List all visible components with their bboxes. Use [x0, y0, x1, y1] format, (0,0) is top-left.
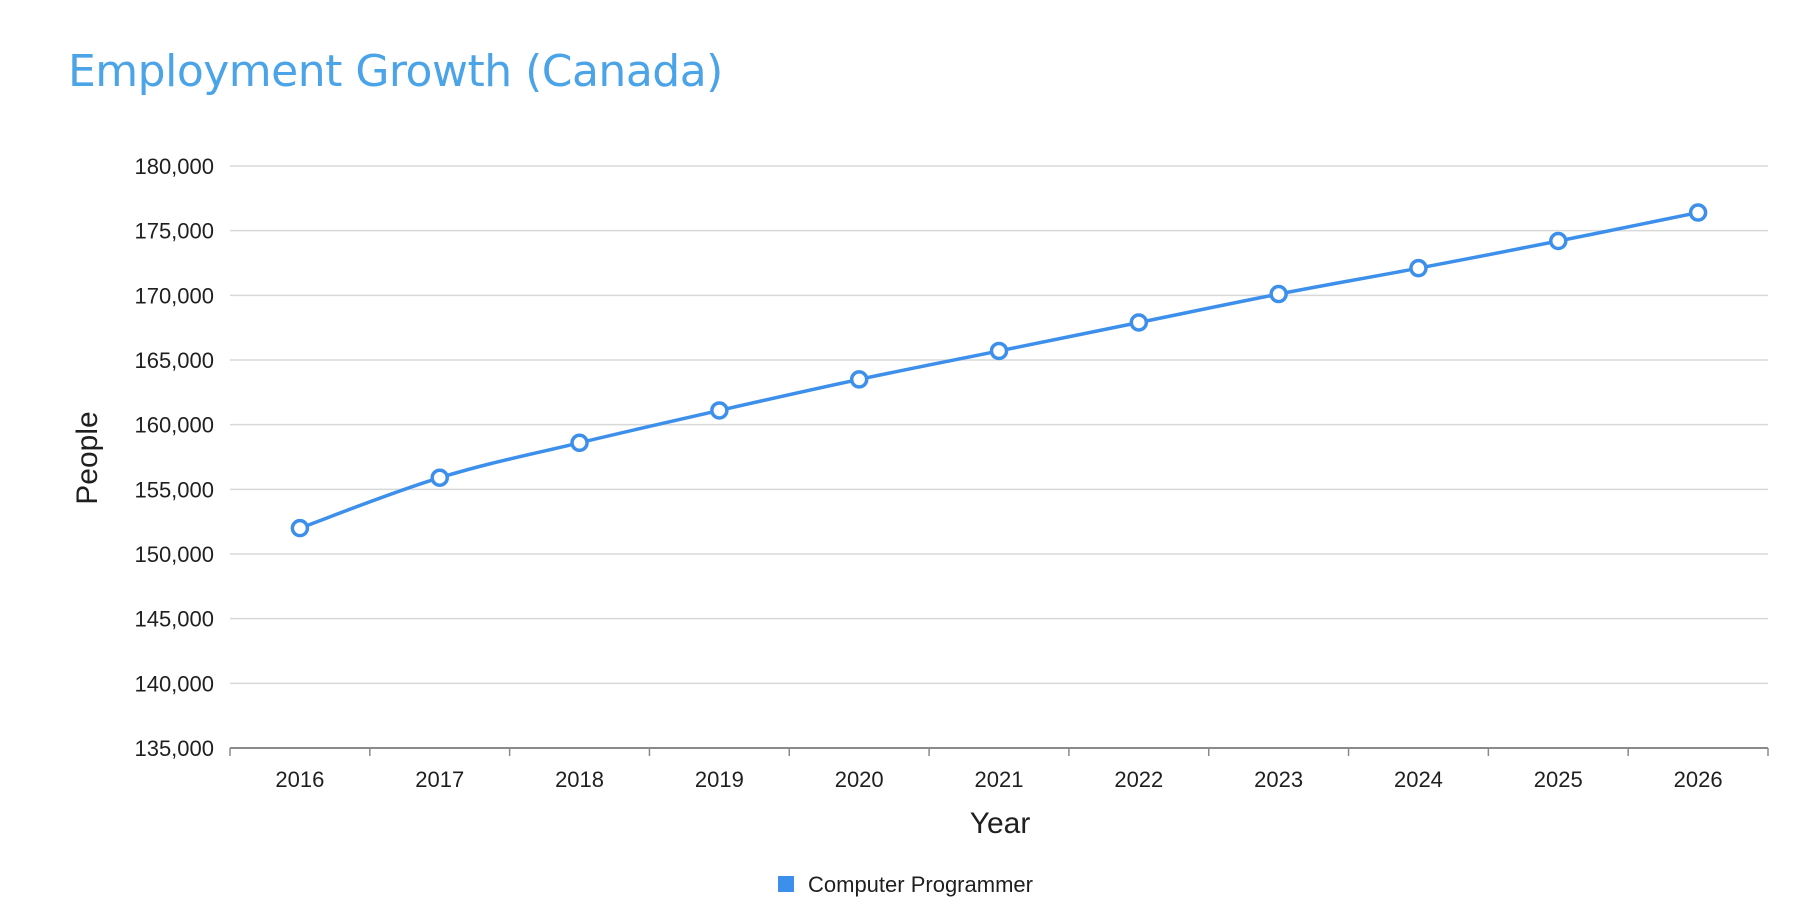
data-point — [570, 433, 589, 453]
legend: Computer Programmer — [778, 872, 1033, 897]
x-tick-label: 2024 — [1394, 767, 1443, 792]
x-tick-label: 2017 — [415, 767, 464, 792]
data-point — [710, 401, 729, 420]
x-tick-label: 2016 — [275, 767, 324, 792]
x-tick-label: 2023 — [1254, 767, 1303, 792]
data-point — [989, 341, 1009, 361]
x-axis-title: Year — [970, 807, 1031, 840]
y-tick-label: 170,000 — [134, 283, 214, 308]
series-layer — [290, 203, 1708, 538]
data-point — [1269, 284, 1288, 304]
data-point — [290, 518, 310, 538]
y-tick-label: 165,000 — [134, 348, 214, 373]
x-axis: 2016 2017 2018 2019 2020 2021 2022 2023 2024 2025… — [229, 747, 1769, 792]
y-tick-label: 150,000 — [134, 542, 214, 567]
data-point — [1409, 258, 1428, 278]
data-point — [849, 370, 869, 389]
y-axis-ticks: 135,000 140,000 145,000 150,000 155,000 160,0… — [134, 154, 214, 761]
x-tick-label: 2025 — [1534, 767, 1583, 792]
data-point — [1129, 313, 1149, 332]
data-point — [430, 468, 449, 487]
x-tick-label: 2022 — [1114, 767, 1163, 792]
data-point — [1549, 231, 1568, 251]
x-tick-label: 2018 — [555, 767, 604, 792]
legend-swatch — [778, 876, 794, 892]
x-tick-label: 2019 — [695, 767, 744, 792]
data-point — [1688, 203, 1708, 222]
y-tick-label: 145,000 — [134, 607, 214, 632]
x-tick-label: 2026 — [1674, 767, 1723, 792]
y-tick-label: 135,000 — [134, 736, 214, 761]
y-tick-label: 160,000 — [134, 413, 214, 438]
y-tick-label: 140,000 — [134, 671, 214, 696]
y-tick-label: 175,000 — [134, 219, 214, 244]
y-tick-label: 180,000 — [134, 154, 214, 179]
y-axis-title: People — [71, 411, 104, 504]
x-tick-label: 2021 — [975, 767, 1024, 792]
series-line — [298, 210, 1700, 530]
x-tick-label: 2020 — [835, 767, 884, 792]
chart-title: Employment Growth (Canada) — [68, 46, 723, 97]
legend-label: Computer Programmer — [808, 872, 1033, 897]
y-tick-label: 155,000 — [134, 477, 214, 502]
